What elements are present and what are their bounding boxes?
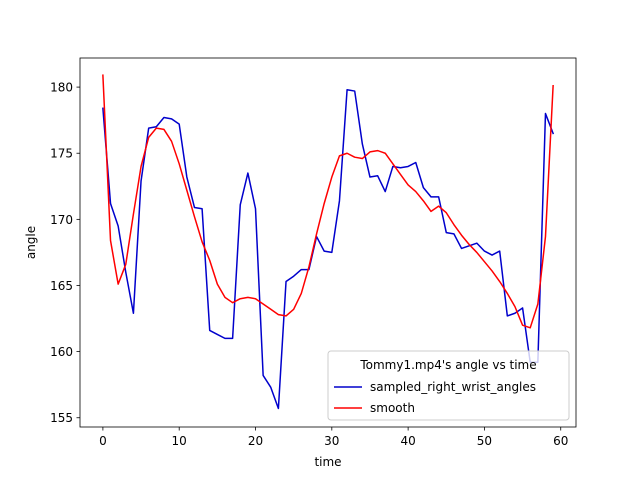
y-axis-label: angle bbox=[24, 226, 38, 259]
series-line-0 bbox=[102, 88, 555, 410]
y-tick-label: 165 bbox=[50, 279, 73, 293]
y-tick-label: 170 bbox=[50, 213, 73, 227]
x-tick-label: 60 bbox=[553, 434, 568, 448]
x-tick-label: 20 bbox=[248, 434, 263, 448]
series-line-1 bbox=[102, 74, 554, 329]
axes-frame bbox=[79, 57, 577, 428]
x-tick-label: 0 bbox=[99, 434, 107, 448]
x-tick-label: 40 bbox=[400, 434, 415, 448]
x-axis-label: time bbox=[314, 455, 341, 469]
x-tick-label: 50 bbox=[477, 434, 492, 448]
legend-title: Tommy1.mp4's angle vs time bbox=[359, 358, 536, 372]
y-tick-label: 180 bbox=[50, 81, 73, 95]
y-tick-label: 160 bbox=[50, 345, 73, 359]
x-tick-label: 30 bbox=[324, 434, 339, 448]
y-tick-label: 155 bbox=[50, 411, 73, 425]
legend-label-1: smooth bbox=[370, 401, 415, 415]
legend: Tommy1.mp4's angle vs time sampled_right… bbox=[327, 350, 570, 421]
legend-frame bbox=[327, 350, 570, 421]
axes: 0 10 20 30 40 50 60 155 160 165 170 175 180 bbox=[50, 57, 577, 448]
y-tick-label: 175 bbox=[50, 147, 73, 161]
legend-label-0: sampled_right_wrist_angles bbox=[370, 380, 536, 394]
x-tick-label: 10 bbox=[172, 434, 187, 448]
plot-area bbox=[102, 74, 555, 410]
